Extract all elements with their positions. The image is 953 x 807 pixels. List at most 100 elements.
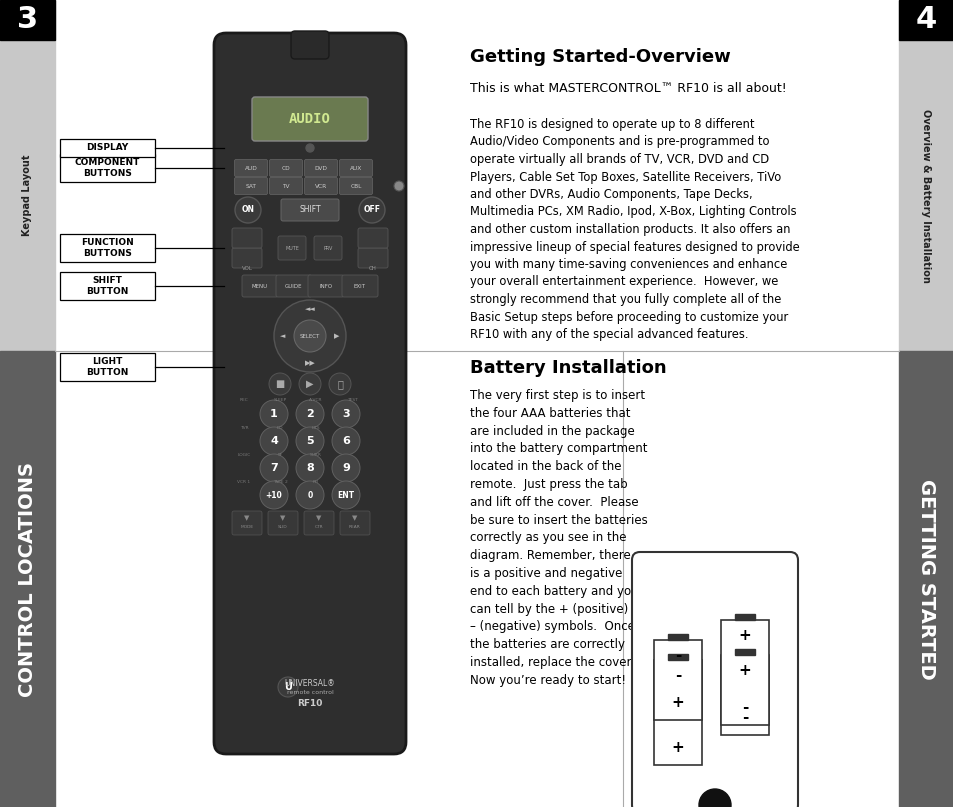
FancyBboxPatch shape: [269, 178, 302, 194]
Text: 9: 9: [342, 463, 350, 473]
Text: 7: 7: [270, 463, 277, 473]
FancyBboxPatch shape: [304, 160, 337, 177]
Text: -: -: [741, 700, 747, 715]
Circle shape: [260, 427, 288, 455]
Text: GETTING STARTED: GETTING STARTED: [916, 479, 935, 679]
Text: REC: REC: [239, 398, 248, 402]
Text: +10: +10: [265, 491, 282, 500]
FancyBboxPatch shape: [314, 236, 341, 260]
FancyBboxPatch shape: [268, 511, 297, 535]
Text: INFO: INFO: [319, 283, 333, 288]
Text: GUIDE: GUIDE: [285, 283, 302, 288]
Text: TEST: TEST: [346, 398, 357, 402]
Text: +: +: [738, 628, 751, 643]
Circle shape: [394, 181, 403, 191]
Text: ■: ■: [275, 379, 284, 389]
Bar: [898, 0, 953, 40]
Text: Overview & Battery Installation: Overview & Battery Installation: [921, 109, 930, 282]
Bar: [60, 272, 154, 300]
Text: The RF10 is designed to operate up to 8 different
Audio/Video Components and is : The RF10 is designed to operate up to 8 …: [470, 118, 799, 341]
FancyBboxPatch shape: [213, 33, 406, 754]
Text: AUD: AUD: [244, 165, 257, 170]
Text: MENU: MENU: [252, 283, 268, 288]
FancyBboxPatch shape: [339, 511, 370, 535]
FancyBboxPatch shape: [232, 248, 262, 268]
Circle shape: [294, 320, 326, 352]
FancyBboxPatch shape: [339, 178, 372, 194]
Bar: [735, 614, 754, 620]
Circle shape: [274, 300, 346, 372]
Text: 8: 8: [306, 463, 314, 473]
Text: VOL: VOL: [241, 266, 253, 271]
Text: TVR: TVR: [239, 426, 248, 430]
Text: REAR: REAR: [349, 525, 360, 529]
Text: ▶: ▶: [334, 333, 339, 339]
Bar: [654, 660, 701, 765]
Bar: [60, 139, 154, 157]
Circle shape: [260, 400, 288, 428]
Text: 3: 3: [17, 6, 38, 35]
Circle shape: [332, 481, 359, 509]
Text: ◄: ◄: [280, 333, 285, 339]
Text: CD: CD: [281, 165, 290, 170]
FancyBboxPatch shape: [275, 275, 312, 297]
Text: LIGHT
BUTTON: LIGHT BUTTON: [86, 358, 129, 377]
Bar: [720, 620, 768, 725]
Circle shape: [295, 427, 324, 455]
Bar: [0, 351, 55, 807]
Bar: [0, 0, 55, 40]
Text: SF: SF: [277, 453, 282, 457]
Text: ▶▶: ▶▶: [304, 360, 315, 366]
Bar: [898, 0, 953, 351]
Text: Keypad Layout: Keypad Layout: [23, 155, 32, 236]
Text: ENT: ENT: [337, 491, 355, 500]
Text: PRV: PRV: [323, 245, 333, 250]
Text: ▶: ▶: [306, 379, 314, 389]
Text: ▼: ▼: [280, 515, 285, 521]
Text: AUDIO: AUDIO: [289, 112, 331, 126]
FancyBboxPatch shape: [232, 511, 262, 535]
Text: +: +: [738, 663, 751, 678]
Text: 6: 6: [342, 436, 350, 446]
Text: ▼: ▼: [352, 515, 357, 521]
Text: PH: PH: [313, 480, 318, 484]
FancyBboxPatch shape: [357, 248, 388, 268]
Bar: [735, 649, 754, 655]
Bar: [60, 353, 154, 381]
Text: CH: CH: [369, 266, 376, 271]
Circle shape: [277, 677, 297, 697]
Circle shape: [329, 373, 351, 395]
Text: SLEEP: SLEEP: [274, 398, 286, 402]
Text: ▼: ▼: [244, 515, 250, 521]
FancyBboxPatch shape: [304, 178, 337, 194]
Text: 4: 4: [915, 6, 936, 35]
FancyBboxPatch shape: [357, 228, 388, 248]
Circle shape: [306, 144, 314, 152]
FancyBboxPatch shape: [232, 228, 262, 248]
Text: DISPLAY: DISPLAY: [87, 144, 129, 153]
FancyBboxPatch shape: [291, 31, 329, 59]
Bar: [0, 0, 55, 351]
Text: VCR 1: VCR 1: [237, 480, 251, 484]
Bar: [668, 634, 687, 640]
Text: 2: 2: [306, 409, 314, 419]
Circle shape: [332, 400, 359, 428]
FancyBboxPatch shape: [631, 552, 797, 807]
FancyBboxPatch shape: [341, 275, 377, 297]
Text: MUTE: MUTE: [285, 245, 298, 250]
Text: +: +: [671, 740, 683, 755]
Circle shape: [699, 789, 730, 807]
Circle shape: [234, 197, 261, 223]
Text: EXIT: EXIT: [354, 283, 366, 288]
FancyBboxPatch shape: [339, 160, 372, 177]
Text: 4: 4: [270, 436, 277, 446]
Text: ▼: ▼: [316, 515, 321, 521]
Bar: [898, 351, 953, 807]
Circle shape: [358, 197, 385, 223]
Text: LOGIC: LOGIC: [237, 453, 251, 457]
Text: FUNCTION
BUTTONS: FUNCTION BUTTONS: [81, 238, 133, 257]
FancyBboxPatch shape: [308, 275, 344, 297]
Text: VCR: VCR: [314, 183, 327, 189]
Text: SURR: SURR: [310, 453, 321, 457]
Text: ◄◄: ◄◄: [304, 306, 315, 312]
